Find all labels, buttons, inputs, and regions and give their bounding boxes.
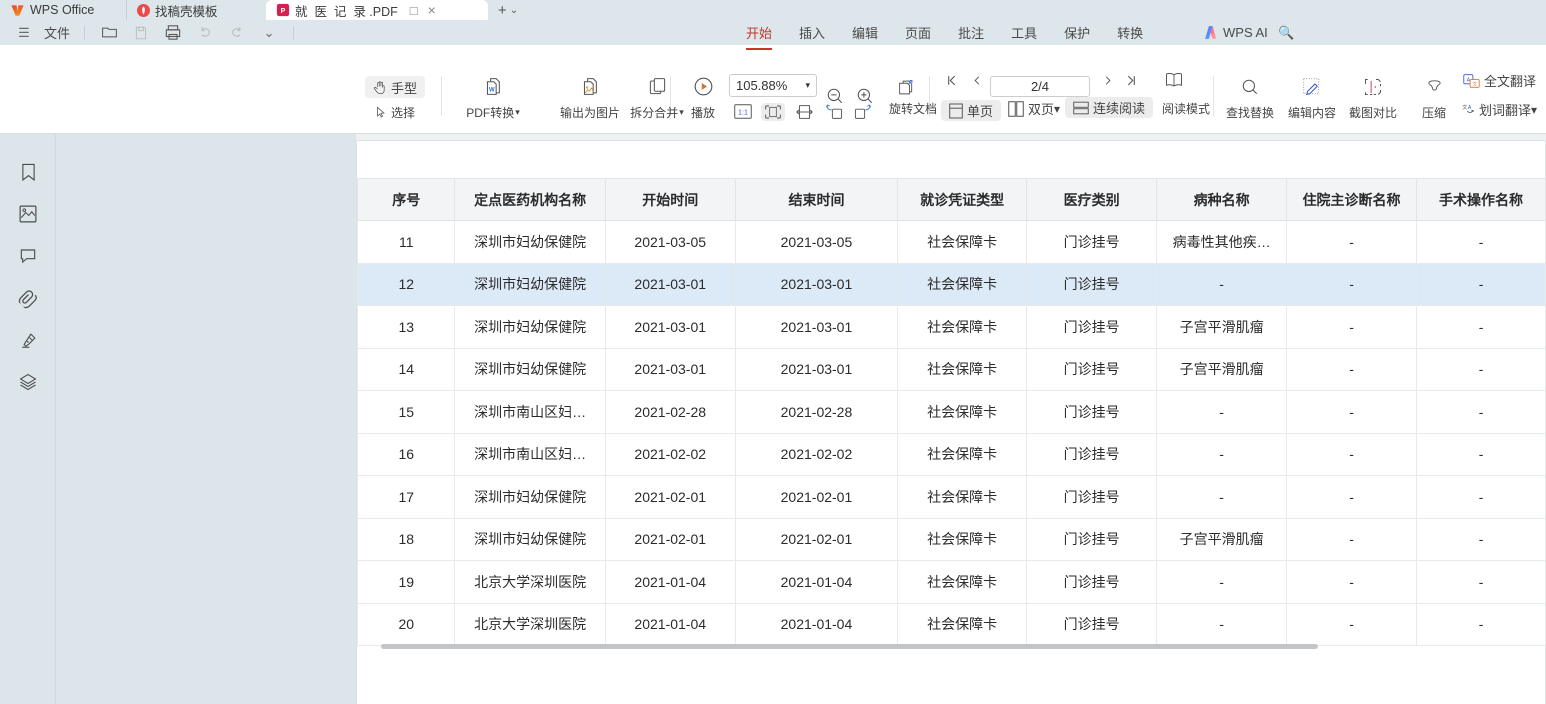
svg-text:A: A bbox=[1468, 105, 1472, 111]
svg-text:文: 文 bbox=[1462, 104, 1467, 111]
svg-text:P: P bbox=[281, 8, 286, 15]
svg-text:1:1: 1:1 bbox=[738, 109, 748, 117]
svg-text:W: W bbox=[489, 88, 495, 94]
